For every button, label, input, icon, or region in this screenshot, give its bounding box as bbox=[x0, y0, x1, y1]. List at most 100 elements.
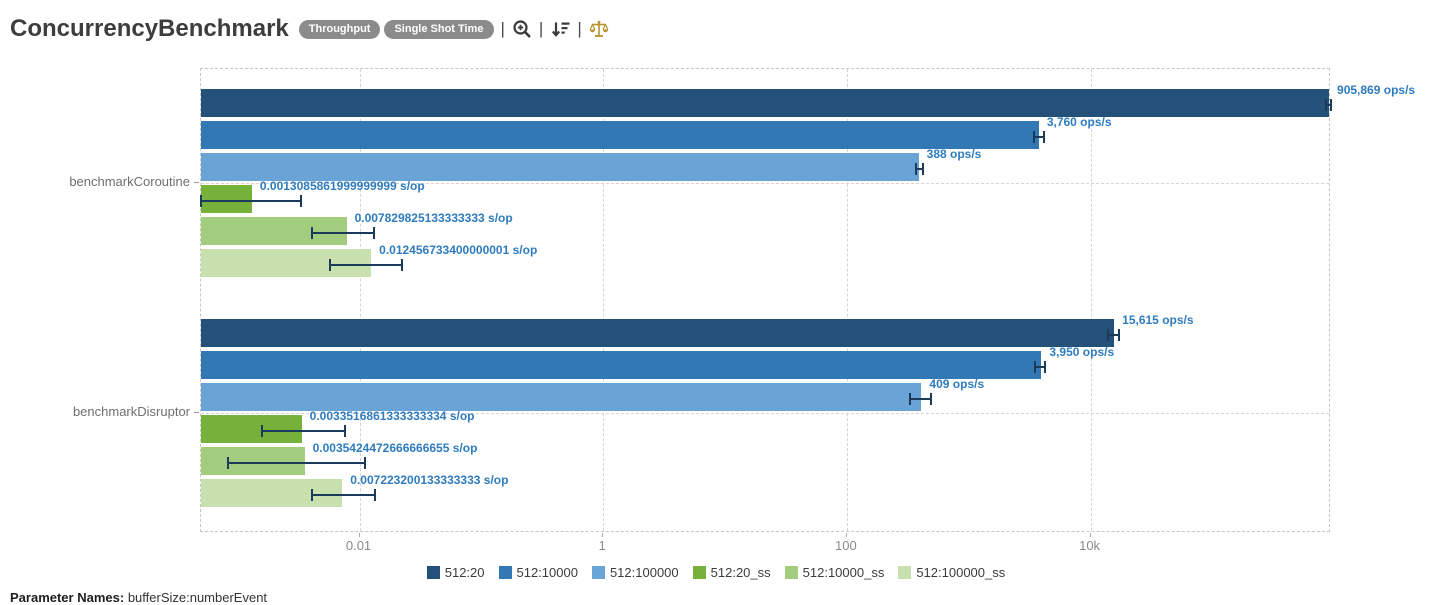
error-bar-cap bbox=[1107, 329, 1110, 341]
error-bar bbox=[910, 398, 931, 400]
error-bar-cap bbox=[1034, 361, 1037, 373]
legend-item-512:100000_ss[interactable]: 512:100000_ss bbox=[898, 565, 1005, 580]
separator: | bbox=[538, 19, 544, 38]
error-bar bbox=[261, 430, 345, 432]
error-bar-cap bbox=[299, 195, 302, 207]
bar-value-label: 409 ops/s bbox=[929, 377, 985, 391]
error-bar bbox=[312, 494, 375, 496]
bar-value-label: 0.007223200133333333 s/op bbox=[350, 473, 509, 487]
error-bar-cap bbox=[929, 393, 932, 405]
y-axis-tick-mark bbox=[194, 412, 199, 413]
legend-label: 512:100000_ss bbox=[916, 564, 1006, 580]
chart-legend: 512:20 512:10000 512:100000 512:20_ss 512:10… bbox=[0, 562, 1432, 582]
bar-value-label: 905,869 ops/s bbox=[1337, 83, 1416, 97]
parameter-names-label: Parameter Names: bbox=[10, 590, 125, 605]
legend-swatch bbox=[898, 565, 912, 579]
error-bar-cap bbox=[1043, 361, 1046, 373]
legend-item-512:10000[interactable]: 512:10000 bbox=[498, 564, 578, 580]
error-bar-cap bbox=[400, 259, 403, 271]
legend-label: 512:20_ss bbox=[710, 564, 771, 580]
legend-item-512:20_ss[interactable]: 512:20_ss bbox=[692, 564, 771, 580]
bar-benchmarkCoroutine-512:20_ss[interactable] bbox=[201, 185, 252, 213]
x-gridline bbox=[359, 69, 361, 531]
bar-value-label: 0.0035424472666666655 s/op bbox=[312, 441, 478, 455]
x-axis-tick-mark bbox=[358, 533, 360, 537]
error-bar bbox=[916, 168, 923, 170]
legend-label: 512:100000 bbox=[609, 564, 679, 580]
legend-item-512:10000_ss[interactable]: 512:10000_ss bbox=[784, 564, 885, 580]
x-axis-tick-mark bbox=[602, 533, 604, 537]
bar-benchmarkDisruptor-512:20_ss[interactable] bbox=[201, 415, 302, 443]
legend-swatch bbox=[426, 565, 440, 579]
legend-label: 512:10000 bbox=[516, 564, 578, 580]
error-bar-cap bbox=[915, 163, 918, 175]
x-axis-tick-label: 0.01 bbox=[345, 538, 372, 553]
legend-item-512:100000[interactable]: 512:100000 bbox=[591, 564, 679, 580]
bar-benchmarkCoroutine-512:20[interactable] bbox=[201, 89, 1330, 117]
zoom-in-icon[interactable] bbox=[512, 19, 532, 39]
error-bar-cap bbox=[311, 227, 314, 239]
error-bar-cap bbox=[1117, 329, 1120, 341]
legend-label: 512:20 bbox=[444, 564, 485, 580]
error-bar bbox=[1108, 334, 1119, 336]
error-bar-cap bbox=[328, 259, 331, 271]
x-axis-tick-label: 1 bbox=[598, 538, 606, 553]
bar-benchmarkDisruptor-512:10000[interactable] bbox=[201, 351, 1042, 379]
error-bar-cap bbox=[344, 425, 346, 437]
error-bar bbox=[1035, 366, 1045, 368]
legend-item-512:20[interactable]: 512:20 bbox=[426, 564, 485, 580]
badge-single-shot-time: Single Shot Time bbox=[384, 19, 494, 39]
error-bar-cap bbox=[1330, 99, 1332, 111]
error-bar bbox=[227, 462, 365, 464]
x-axis-tick-mark bbox=[845, 533, 847, 537]
error-bar bbox=[312, 232, 374, 234]
error-bar-cap bbox=[1033, 131, 1036, 143]
bar-benchmarkCoroutine-512:10000[interactable] bbox=[201, 121, 1039, 149]
bar-benchmarkDisruptor-512:100000[interactable] bbox=[201, 383, 922, 411]
badge-throughput: Throughput bbox=[298, 19, 381, 39]
error-bar-cap bbox=[1324, 99, 1327, 111]
x-axis-tick-label: 10k bbox=[1079, 538, 1101, 553]
y-axis-tick-mark bbox=[194, 182, 199, 183]
error-bar bbox=[201, 200, 301, 202]
benchmark-bar-chart: 905,869 ops/s 3,760 ops/s 388 ops/s 0.00130… bbox=[0, 54, 1432, 560]
page-title: ConcurrencyBenchmark bbox=[10, 15, 289, 42]
error-bar bbox=[329, 264, 402, 266]
error-bar-cap bbox=[260, 425, 263, 437]
bar-value-label: 0.007829825133333333 s/op bbox=[354, 211, 513, 225]
bar-benchmarkCoroutine-512:100000[interactable] bbox=[201, 153, 919, 181]
plot-area: 905,869 ops/s 3,760 ops/s 388 ops/s 0.00130… bbox=[200, 68, 1415, 532]
x-axis-tick-label: 100 bbox=[835, 538, 857, 553]
bar-benchmarkDisruptor-512:100000_ss[interactable] bbox=[201, 479, 343, 507]
header: ConcurrencyBenchmark Throughput Single S… bbox=[0, 0, 1432, 54]
legend-label: 512:10000_ss bbox=[802, 564, 885, 580]
error-bar-cap bbox=[921, 163, 924, 175]
footer: Parameter Names: bufferSize:numberEvent bbox=[0, 582, 1432, 605]
error-bar bbox=[1325, 104, 1331, 106]
group-gridline bbox=[201, 183, 1329, 184]
x-axis-tick-mark bbox=[1089, 533, 1091, 537]
x-gridline bbox=[1090, 69, 1092, 531]
bar-benchmarkCoroutine-512:10000_ss[interactable] bbox=[201, 217, 347, 245]
x-gridline bbox=[846, 69, 848, 531]
error-bar-cap bbox=[372, 227, 375, 239]
legend-swatch bbox=[692, 565, 706, 579]
error-bar-cap bbox=[909, 393, 912, 405]
bar-benchmarkCoroutine-512:100000_ss[interactable] bbox=[201, 249, 372, 277]
error-bar bbox=[1034, 136, 1045, 138]
error-bar-cap bbox=[363, 457, 366, 469]
bar-benchmarkDisruptor-512:20[interactable] bbox=[201, 319, 1115, 347]
error-bar-cap bbox=[374, 489, 376, 501]
bar-benchmarkDisruptor-512:10000_ss[interactable] bbox=[201, 447, 305, 475]
legend-swatch bbox=[784, 565, 798, 579]
y-axis-group-label: benchmarkCoroutine bbox=[69, 174, 190, 189]
separator: | bbox=[577, 19, 582, 38]
bar-value-label: 0.012456733400000001 s/op bbox=[379, 243, 538, 257]
bar-value-label: 15,615 ops/s bbox=[1122, 313, 1194, 327]
error-bar-cap bbox=[311, 489, 314, 501]
sort-descending-icon[interactable] bbox=[550, 19, 570, 39]
bar-value-label: 3,950 ops/s bbox=[1049, 345, 1115, 359]
scales-icon[interactable] bbox=[589, 19, 609, 39]
bar-value-label: 0.0013085861999999999 s/op bbox=[259, 179, 425, 193]
